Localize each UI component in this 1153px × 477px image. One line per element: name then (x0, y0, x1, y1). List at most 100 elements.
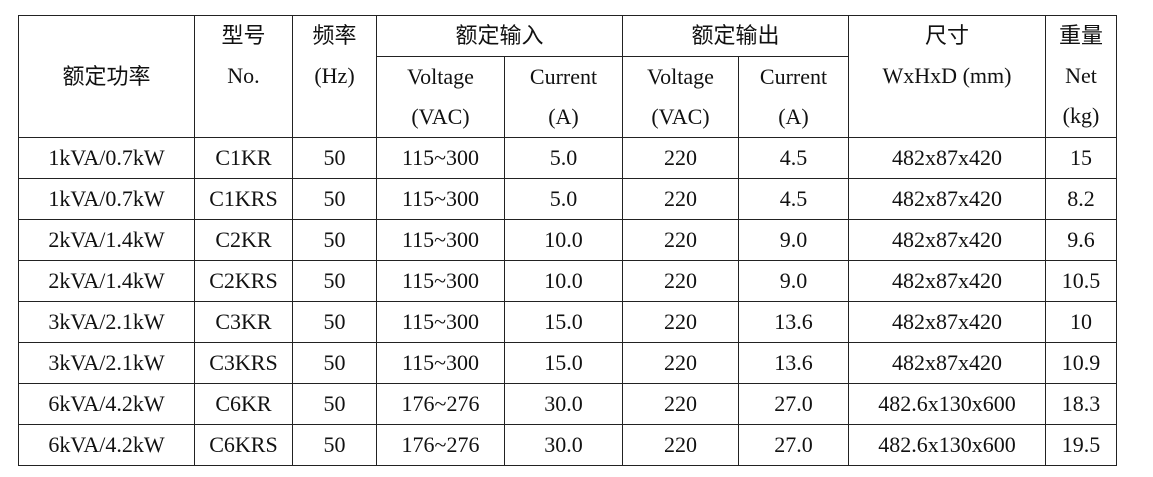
table-cell: 6kVA/4.2kW (18, 383, 195, 425)
header-cell: 重量 Net (kg) (1045, 15, 1117, 138)
table-cell: 482x87x420 (848, 342, 1046, 384)
table-row: 3kVA/2.1kW C3KR 50 115~300 15.0 220 13.6 482x87… (18, 301, 1117, 343)
header-text: (VAC) (651, 104, 710, 129)
table-cell: 3kVA/2.1kW (18, 301, 195, 343)
header-cell: 额定功率 (18, 15, 195, 138)
table-cell: 220 (622, 342, 739, 384)
header-cell: Voltage (VAC) (622, 56, 739, 138)
header-text: 重量 (1058, 23, 1103, 48)
table-cell: 4.5 (738, 137, 849, 179)
table-cell: 482x87x420 (848, 301, 1046, 343)
table-cell: 220 (622, 178, 739, 220)
header-cell: 型号 No. (194, 15, 293, 138)
table-cell: 2kVA/1.4kW (18, 219, 195, 261)
table-cell: 9.0 (738, 219, 849, 261)
table-row: 1kVA/0.7kW C1KR 50 115~300 5.0 220 4.5 482x87x4… (18, 137, 1117, 179)
table-cell: 115~300 (376, 219, 505, 261)
header-text: Current (529, 64, 598, 89)
header-cell: 频率 (Hz) (292, 15, 377, 138)
table-cell: 9.0 (738, 260, 849, 302)
header-cell: 尺寸 WxHxD (mm) (848, 15, 1046, 138)
table-cell: 50 (292, 260, 377, 302)
table-cell: 13.6 (738, 301, 849, 343)
header-text: (Hz) (314, 63, 355, 88)
header-cell: Current (A) (504, 56, 623, 138)
table-cell: 50 (292, 137, 377, 179)
table-cell: C2KR (194, 219, 293, 261)
header-text: (A) (548, 104, 579, 129)
table-cell: 482.6x130x600 (848, 383, 1046, 425)
table-cell: 220 (622, 424, 739, 466)
table-cell: 50 (292, 301, 377, 343)
table-cell: 176~276 (376, 424, 505, 466)
header-text: 频率 (312, 23, 357, 48)
table-cell: 2kVA/1.4kW (18, 260, 195, 302)
table-cell: 50 (292, 178, 377, 220)
table-cell: C1KRS (194, 178, 293, 220)
table-cell: 27.0 (738, 383, 849, 425)
header-text: Voltage (647, 64, 714, 89)
table-cell: C3KR (194, 301, 293, 343)
table-cell: 220 (622, 137, 739, 179)
table-row: 6kVA/4.2kW C6KRS 50 176~276 30.0 220 27.0 482.6… (18, 424, 1117, 466)
header-cell: 额定输入 (376, 15, 623, 57)
header-text: (kg) (1062, 103, 1100, 128)
table-cell: 13.6 (738, 342, 849, 384)
table-cell: 176~276 (376, 383, 505, 425)
table-row: 2kVA/1.4kW C2KR 50 115~300 10.0 220 9.0 482x87x… (18, 219, 1117, 261)
header-cell: Current (A) (738, 56, 849, 138)
spec-table: 额定功率 型号 No. 频率 (Hz) 额定输入 额定输出 尺寸 WxHxD (mm)… (18, 15, 1117, 466)
table-cell: 220 (622, 301, 739, 343)
header-text: 型号 (221, 23, 266, 48)
table-cell: 4.5 (738, 178, 849, 220)
table-cell: 9.6 (1045, 219, 1117, 261)
table-cell: C6KR (194, 383, 293, 425)
table-cell: 10.0 (504, 260, 623, 302)
table-cell: 10 (1045, 301, 1117, 343)
table-cell: 3kVA/2.1kW (18, 342, 195, 384)
header-text: No. (227, 63, 260, 88)
table-row: 6kVA/4.2kW C6KR 50 176~276 30.0 220 27.0 482.6x… (18, 383, 1117, 425)
header-text: 尺寸 (924, 23, 969, 48)
table-cell: 220 (622, 260, 739, 302)
table-cell: 482x87x420 (848, 137, 1046, 179)
table-cell: 115~300 (376, 260, 505, 302)
table-cell: 220 (622, 219, 739, 261)
table-cell: 15.0 (504, 342, 623, 384)
table-cell: 15 (1045, 137, 1117, 179)
header-text: Net (1065, 63, 1097, 88)
header-text: (A) (778, 104, 809, 129)
table-cell: C6KRS (194, 424, 293, 466)
header-text: Voltage (407, 64, 474, 89)
table-cell: 5.0 (504, 137, 623, 179)
table-cell: 27.0 (738, 424, 849, 466)
table-cell: 50 (292, 342, 377, 384)
header-text: 额定功率 (62, 63, 151, 89)
header-text: WxHxD (mm) (882, 63, 1012, 88)
table-cell: 6kVA/4.2kW (18, 424, 195, 466)
table-cell: 115~300 (376, 137, 505, 179)
table-cell: 115~300 (376, 178, 505, 220)
header-text: 额定输出 (691, 23, 780, 48)
table-cell: 220 (622, 383, 739, 425)
table-cell: 115~300 (376, 301, 505, 343)
table-cell: C2KRS (194, 260, 293, 302)
table-cell: 1kVA/0.7kW (18, 137, 195, 179)
table-row: 3kVA/2.1kW C3KRS 50 115~300 15.0 220 13.6 482x8… (18, 342, 1117, 384)
table-cell: 10.9 (1045, 342, 1117, 384)
table-cell: 10.5 (1045, 260, 1117, 302)
table-cell: 115~300 (376, 342, 505, 384)
table-cell: 1kVA/0.7kW (18, 178, 195, 220)
table-cell: 50 (292, 219, 377, 261)
table-cell: 50 (292, 383, 377, 425)
table-body: 1kVA/0.7kW C1KR 50 115~300 5.0 220 4.5 482x87x4… (18, 137, 1117, 466)
table-cell: 15.0 (504, 301, 623, 343)
header-cell: Voltage (VAC) (376, 56, 505, 138)
table-cell: 5.0 (504, 178, 623, 220)
table-cell: 30.0 (504, 383, 623, 425)
table-row: 2kVA/1.4kW C2KRS 50 115~300 10.0 220 9.0 482x87… (18, 260, 1117, 302)
header-text: (VAC) (411, 104, 470, 129)
table-cell: 482.6x130x600 (848, 424, 1046, 466)
table-cell: 18.3 (1045, 383, 1117, 425)
